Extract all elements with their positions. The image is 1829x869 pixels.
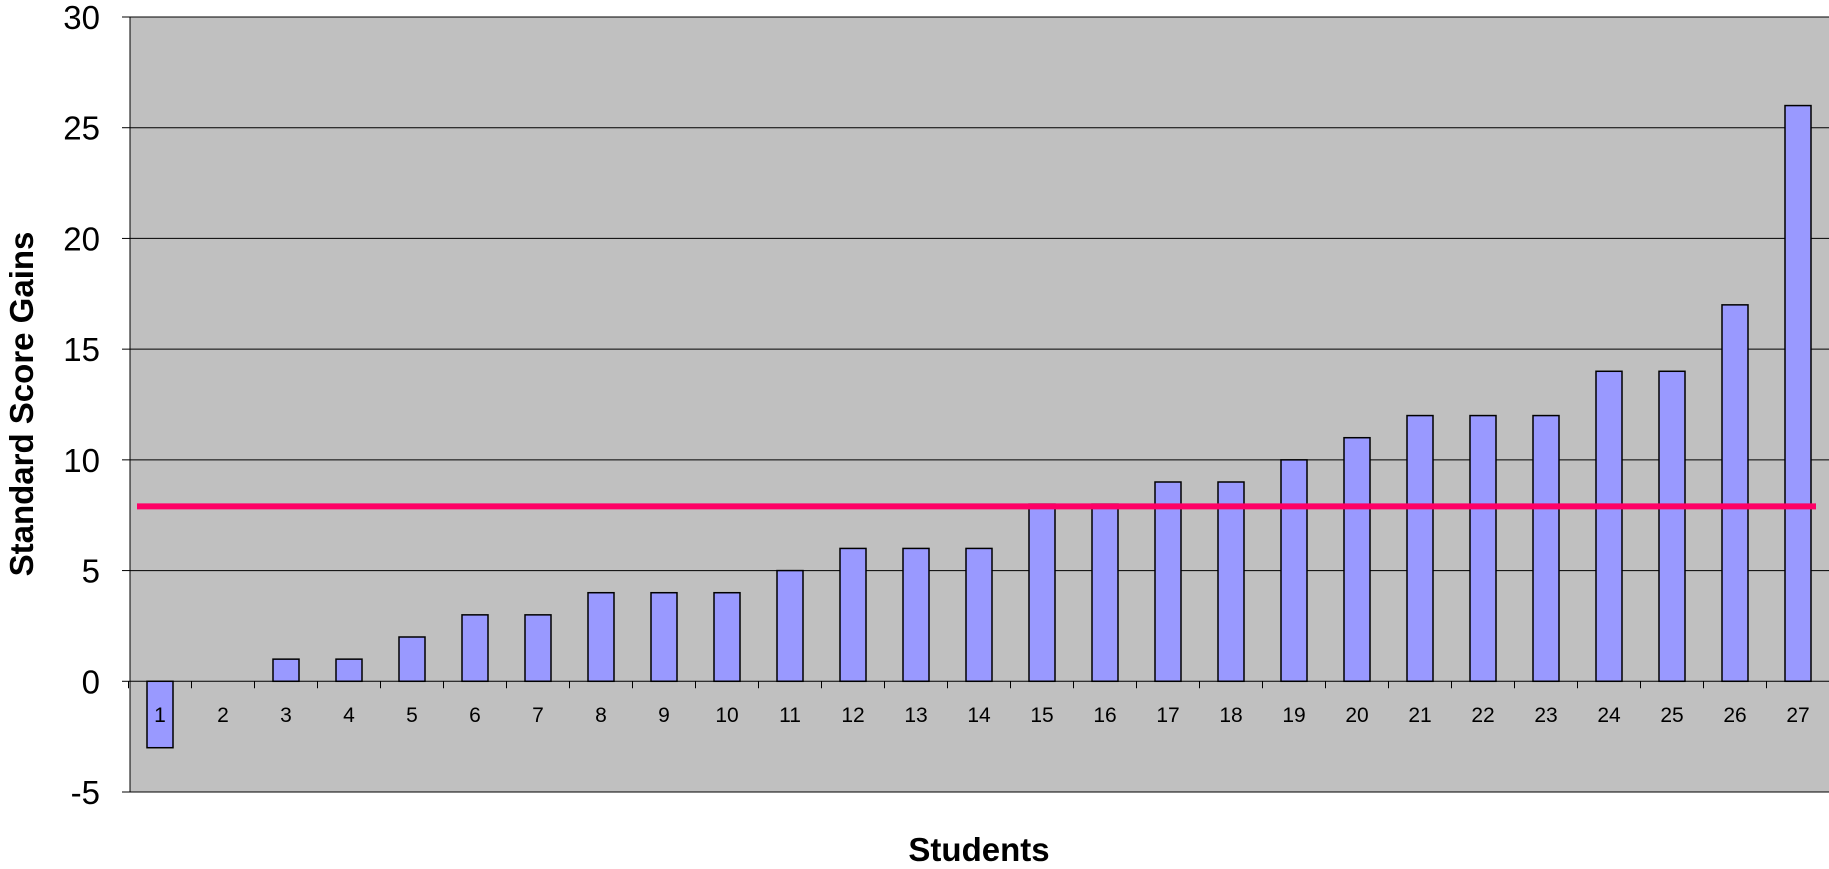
bar: [1091, 503, 1119, 683]
y-tick-label: 10: [63, 442, 100, 479]
x-tick-label: 20: [1345, 704, 1368, 727]
bar: [587, 591, 615, 683]
bar: [1280, 459, 1308, 683]
x-tick-label: 14: [967, 704, 991, 727]
bar: [1343, 436, 1371, 683]
bar: [776, 569, 804, 683]
x-axis-title: Students: [908, 831, 1049, 868]
x-tick-label: 9: [658, 704, 670, 727]
bar: [1784, 104, 1812, 683]
x-tick-label: 10: [715, 704, 738, 727]
x-tick-label: 22: [1471, 704, 1494, 727]
x-tick-label: 2: [217, 704, 229, 727]
x-tick-label: 6: [469, 704, 481, 727]
x-tick-label: 7: [532, 704, 544, 727]
bar: [839, 547, 867, 683]
bar: [1532, 414, 1560, 683]
x-tick-label: 19: [1282, 704, 1305, 727]
x-tick-label: 25: [1660, 704, 1683, 727]
y-tick-label: 15: [63, 331, 100, 368]
x-tick-label: 23: [1534, 704, 1557, 727]
y-axis-title: Standard Score Gains: [3, 232, 40, 577]
bar: [1406, 414, 1434, 683]
bar: [1028, 503, 1056, 683]
bar: [1217, 481, 1245, 683]
x-tick-label: 3: [280, 704, 292, 727]
bar: [1595, 370, 1623, 683]
y-tick-label: 30: [63, 0, 100, 36]
bar: [965, 547, 993, 683]
bar: [398, 636, 426, 683]
bar: [1721, 304, 1749, 683]
bar: [335, 658, 363, 683]
x-tick-label: 24: [1597, 704, 1621, 727]
y-tick-label: 0: [82, 663, 100, 700]
bar: [713, 591, 741, 683]
x-tick-label: 16: [1093, 704, 1116, 727]
x-tick-label: 13: [904, 704, 927, 727]
x-tick-label: 12: [841, 704, 864, 727]
y-axis: -5 0 5 10 15 20 25 30: [63, 0, 131, 811]
x-tick-label: 15: [1030, 704, 1053, 727]
bar: [461, 614, 489, 683]
bars: [146, 104, 1812, 749]
x-tick-label: 26: [1723, 704, 1746, 727]
bar: [902, 547, 930, 683]
x-tick-labels: 1 2 3 4 5 6 7 8 9 10 11 12 13 14 15 16 17 18 19 20 21 22 23 24 2…: [154, 704, 1810, 727]
x-tick-label: 27: [1786, 704, 1809, 727]
x-tick-label: 21: [1408, 704, 1431, 727]
x-tick-label: 17: [1156, 704, 1179, 727]
bar: [1154, 481, 1182, 683]
x-tick-label: 11: [779, 704, 801, 727]
x-tick-label: 18: [1219, 704, 1242, 727]
bar: [272, 658, 300, 683]
bar: [650, 591, 678, 683]
x-tick-label: 8: [595, 704, 607, 727]
bar: [1658, 370, 1686, 683]
bar: [1469, 414, 1497, 683]
y-tick-label: 5: [82, 553, 100, 590]
x-axis-line-group: [128, 680, 1829, 689]
x-tick-label: 5: [406, 704, 418, 727]
x-tick-label: 4: [343, 704, 355, 727]
y-tick-label: 20: [63, 220, 100, 257]
x-tick-label: 1: [154, 704, 166, 727]
bar: [524, 614, 552, 683]
y-tick-label: 25: [63, 110, 100, 147]
y-tick-label: -5: [71, 774, 100, 811]
